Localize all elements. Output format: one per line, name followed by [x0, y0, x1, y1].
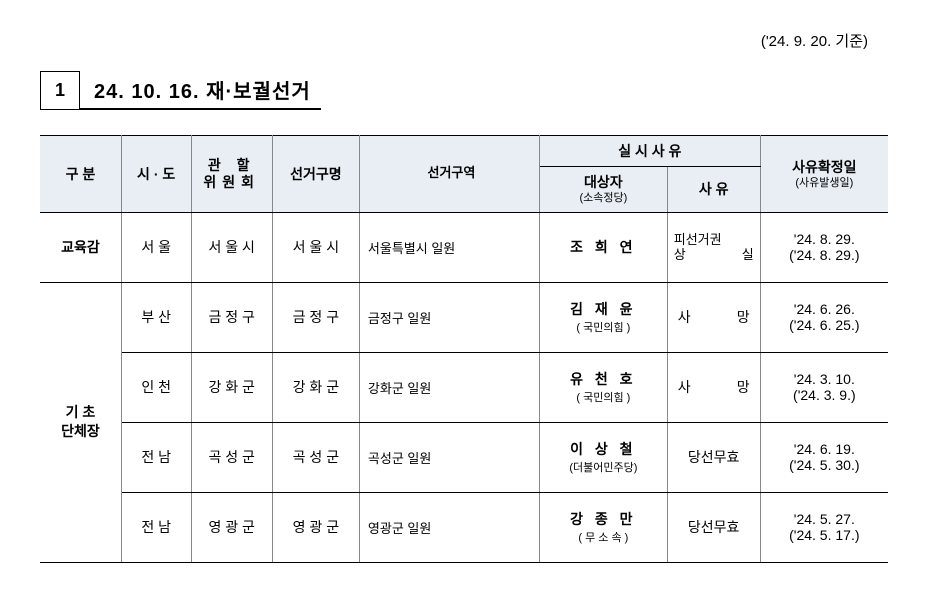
cell-sido: 전 남	[121, 422, 191, 492]
th-target: 대상자 (소속정당)	[539, 167, 667, 212]
table-row: 전 남 영 광 군 영 광 군 영광군 일원 강 종 만 ( 무 소 속 ) 당…	[40, 492, 888, 562]
cell-name: 금 정 구	[272, 282, 359, 352]
target-party: ( 국민의힘 )	[540, 389, 667, 405]
cell-reason: 사 망	[667, 282, 760, 352]
cell-sido: 서 울	[121, 212, 191, 282]
cell-name: 강 화 군	[272, 352, 359, 422]
th-name: 선거구명	[272, 136, 359, 213]
date-main: '24. 6. 19.	[761, 441, 888, 457]
section-header: 1 24. 10. 16. 재·보궐선거	[40, 71, 888, 110]
cell-target: 강 종 만 ( 무 소 속 )	[539, 492, 667, 562]
cell-gubun: 기 초 단체장	[40, 282, 121, 562]
date-sub: ('24. 3. 9.)	[761, 387, 888, 403]
th-area: 선거구역	[359, 136, 539, 213]
cell-name: 영 광 군	[272, 492, 359, 562]
date-main: '24. 5. 27.	[761, 511, 888, 527]
cell-date: '24. 3. 10. ('24. 3. 9.)	[760, 352, 888, 422]
th-gwan: 관 할 위원회	[191, 136, 272, 213]
reference-date: ('24. 9. 20. 기준)	[40, 30, 888, 51]
th-date-sub: (사유발생일)	[765, 176, 884, 190]
cell-reason: 당선무효	[667, 492, 760, 562]
cell-sido: 인 천	[121, 352, 191, 422]
target-name: 유 천 호	[540, 369, 667, 389]
cell-date: '24. 6. 26. ('24. 6. 25.)	[760, 282, 888, 352]
th-target-main: 대상자	[584, 174, 623, 190]
table-row: 전 남 곡 성 군 곡 성 군 곡성군 일원 이 상 철 (더불어민주당) 당선…	[40, 422, 888, 492]
cell-target: 유 천 호 ( 국민의힘 )	[539, 352, 667, 422]
date-sub: ('24. 5. 17.)	[761, 527, 888, 543]
reason-text: 망	[737, 307, 750, 327]
cell-gwan: 금 정 구	[191, 282, 272, 352]
th-date: 사유확정일 (사유발생일)	[760, 136, 888, 213]
cell-reason: 사 망	[667, 352, 760, 422]
cell-reason: 당선무효	[667, 422, 760, 492]
cell-gwan: 강 화 군	[191, 352, 272, 422]
cell-area: 서울특별시 일원	[359, 212, 539, 282]
target-name: 강 종 만	[540, 509, 667, 529]
reason-text: 망	[737, 377, 750, 397]
cell-name: 곡 성 군	[272, 422, 359, 492]
date-main: '24. 6. 26.	[761, 301, 888, 317]
date-main: '24. 3. 10.	[761, 371, 888, 387]
target-name: 조 희 연	[540, 237, 667, 257]
cell-sido: 전 남	[121, 492, 191, 562]
cell-area: 금정구 일원	[359, 282, 539, 352]
date-main: '24. 8. 29.	[761, 231, 888, 247]
reason-text: 실	[742, 247, 754, 263]
cell-gwan: 서 울 시	[191, 212, 272, 282]
th-reason: 사 유	[667, 167, 760, 212]
cell-date: '24. 6. 19. ('24. 5. 30.)	[760, 422, 888, 492]
cell-target: 김 재 윤 ( 국민의힘 )	[539, 282, 667, 352]
table-header: 구 분 시 · 도 관 할 위원회 선거구명 선거구역 실 시 사 유 사유확정…	[40, 136, 888, 213]
date-sub: ('24. 8. 29.)	[761, 247, 888, 263]
cell-date: '24. 8. 29. ('24. 8. 29.)	[760, 212, 888, 282]
target-party: (더불어민주당)	[540, 459, 667, 475]
th-sido: 시 · 도	[121, 136, 191, 213]
table-row: 기 초 단체장 부 산 금 정 구 금 정 구 금정구 일원 김 재 윤 ( 국…	[40, 282, 888, 352]
section-number: 1	[40, 71, 80, 110]
target-party: ( 무 소 속 )	[540, 529, 667, 545]
cell-gwan: 곡 성 군	[191, 422, 272, 492]
target-name: 이 상 철	[540, 439, 667, 459]
th-target-sub: (소속정당)	[544, 191, 663, 205]
th-cause-group: 실 시 사 유	[539, 136, 760, 167]
th-gwan-l1: 관 할	[196, 157, 268, 174]
th-gubun: 구 분	[40, 136, 121, 213]
date-sub: ('24. 5. 30.)	[761, 457, 888, 473]
th-date-main: 사유확정일	[792, 159, 856, 175]
table-row: 교육감 서 울 서 울 시 서 울 시 서울특별시 일원 조 희 연 피선거권 …	[40, 212, 888, 282]
cell-area: 영광군 일원	[359, 492, 539, 562]
cell-area: 곡성군 일원	[359, 422, 539, 492]
cell-area: 강화군 일원	[359, 352, 539, 422]
reason-text: 상	[674, 247, 686, 263]
table-row: 인 천 강 화 군 강 화 군 강화군 일원 유 천 호 ( 국민의힘 ) 사 …	[40, 352, 888, 422]
date-sub: ('24. 6. 25.)	[761, 317, 888, 333]
cell-target: 이 상 철 (더불어민주당)	[539, 422, 667, 492]
cell-date: '24. 5. 27. ('24. 5. 17.)	[760, 492, 888, 562]
reason-text: 피선거권	[674, 232, 722, 248]
cell-gubun: 교육감	[40, 212, 121, 282]
reason-text: 사	[678, 377, 691, 397]
reason-text: 사	[678, 307, 691, 327]
cell-sido: 부 산	[121, 282, 191, 352]
target-name: 김 재 윤	[540, 299, 667, 319]
target-party: ( 국민의힘 )	[540, 319, 667, 335]
section-title: 24. 10. 16. 재·보궐선거	[80, 71, 321, 110]
cell-name: 서 울 시	[272, 212, 359, 282]
election-table: 구 분 시 · 도 관 할 위원회 선거구명 선거구역 실 시 사 유 사유확정…	[40, 135, 888, 563]
cell-gwan: 영 광 군	[191, 492, 272, 562]
cell-target: 조 희 연	[539, 212, 667, 282]
th-gwan-l2: 위원회	[196, 174, 268, 191]
cell-reason: 피선거권 상 실	[667, 212, 760, 282]
